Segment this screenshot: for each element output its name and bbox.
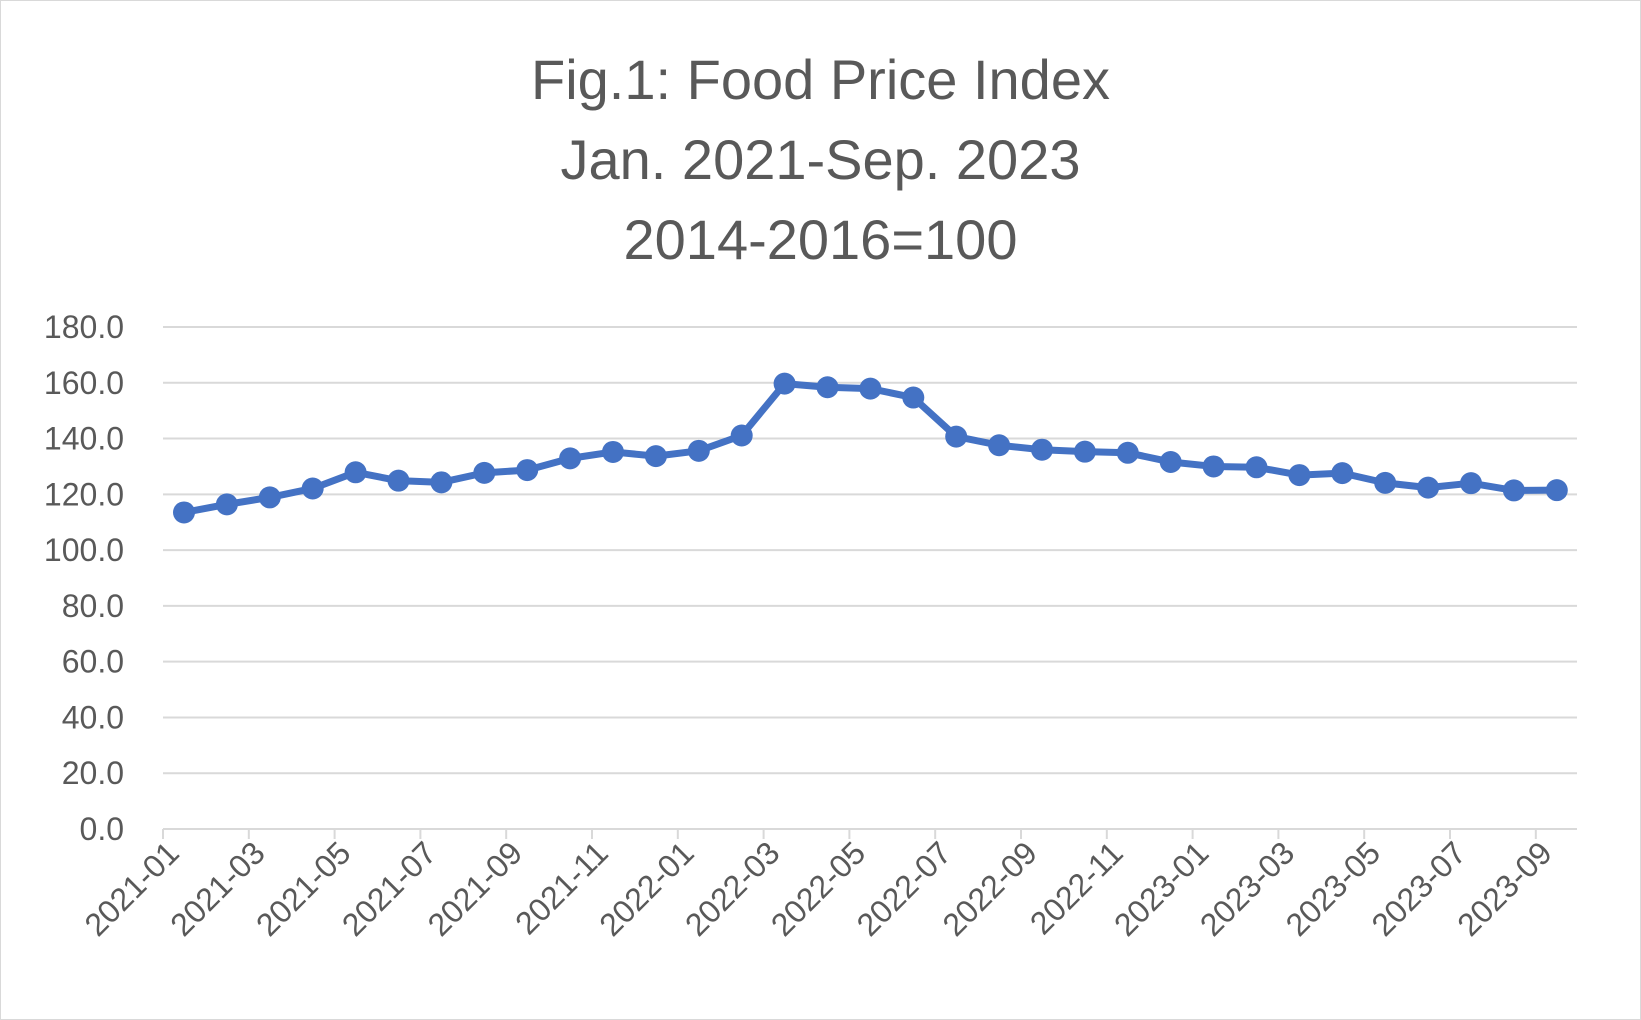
x-tick-label: 2023-03 — [1193, 834, 1301, 942]
x-axis-ticks: 2021-012021-032021-052021-072021-092021-… — [77, 834, 1558, 942]
data-point — [1545, 479, 1568, 502]
data-point — [1331, 462, 1354, 485]
data-point — [602, 440, 624, 463]
data-point — [1460, 472, 1482, 495]
y-tick-label: 180.0 — [44, 309, 124, 345]
y-tick-label: 0.0 — [80, 811, 124, 847]
x-tick-label: 2021-01 — [77, 834, 185, 942]
x-tick-label: 2021-03 — [163, 834, 271, 942]
data-point — [215, 493, 238, 516]
data-point — [1031, 438, 1053, 461]
data-point — [301, 477, 324, 500]
data-point — [687, 439, 710, 462]
chart-title-line-3: 2014-2016=100 — [623, 208, 1018, 271]
data-point — [1245, 456, 1268, 479]
data-point — [644, 445, 667, 468]
data-point — [1288, 464, 1311, 487]
data-point — [902, 386, 925, 409]
data-point — [730, 424, 753, 447]
x-tick-label: 2022-09 — [935, 834, 1043, 942]
data-point — [988, 434, 1011, 457]
x-tick-label: 2021-07 — [335, 834, 443, 942]
data-point — [773, 372, 796, 395]
y-tick-label: 20.0 — [62, 755, 124, 791]
data-point — [1417, 476, 1440, 499]
y-tick-label: 80.0 — [62, 588, 124, 624]
y-tick-label: 60.0 — [62, 644, 124, 680]
data-point — [1202, 455, 1225, 478]
y-tick-label: 120.0 — [44, 476, 124, 512]
x-tick-label: 2021-05 — [249, 834, 357, 942]
x-tick-label: 2023-01 — [1107, 834, 1215, 942]
x-tick-label: 2023-09 — [1450, 834, 1558, 942]
y-tick-label: 100.0 — [44, 532, 124, 568]
data-point — [1159, 450, 1182, 473]
x-tick-label: 2022-05 — [764, 834, 872, 942]
chart-title: Fig.1: Food Price Index Jan. 2021-Sep. 2… — [0, 40, 1641, 280]
x-axis — [162, 828, 1577, 839]
data-point — [1116, 441, 1139, 464]
x-tick-label: 2022-03 — [678, 834, 786, 942]
chart-title-line-1: Fig.1: Food Price Index — [531, 48, 1110, 111]
gridlines — [163, 326, 1577, 775]
data-point — [859, 377, 882, 400]
x-tick-label: 2023-05 — [1279, 834, 1387, 942]
food-price-index-series — [173, 372, 1568, 524]
data-point — [387, 469, 410, 492]
data-point — [516, 459, 539, 482]
series-line — [180, 380, 1561, 516]
x-tick-label: 2023-07 — [1364, 834, 1472, 942]
y-axis-ticks: 0.0 20.0 40.0 60.0 80.0 100.0 120.0 140.0 160.0 1… — [44, 309, 124, 847]
data-point — [1374, 471, 1397, 494]
x-tick-label: 2022-07 — [850, 834, 958, 942]
data-point — [173, 501, 195, 524]
y-tick-label: 40.0 — [62, 699, 124, 735]
x-tick-label: 2022-01 — [592, 834, 700, 942]
data-point — [344, 461, 367, 484]
data-point — [1073, 440, 1096, 463]
x-tick-label: 2021-09 — [421, 834, 529, 942]
data-point — [473, 461, 496, 484]
data-point — [945, 425, 968, 448]
data-point — [430, 471, 453, 494]
y-tick-label: 140.0 — [44, 421, 124, 457]
chart-title-line-2: Jan. 2021-Sep. 2023 — [560, 128, 1081, 191]
y-tick-label: 160.0 — [44, 365, 124, 401]
data-point — [559, 447, 582, 470]
data-point — [1502, 479, 1525, 502]
data-point — [258, 486, 281, 509]
data-point — [816, 376, 839, 399]
